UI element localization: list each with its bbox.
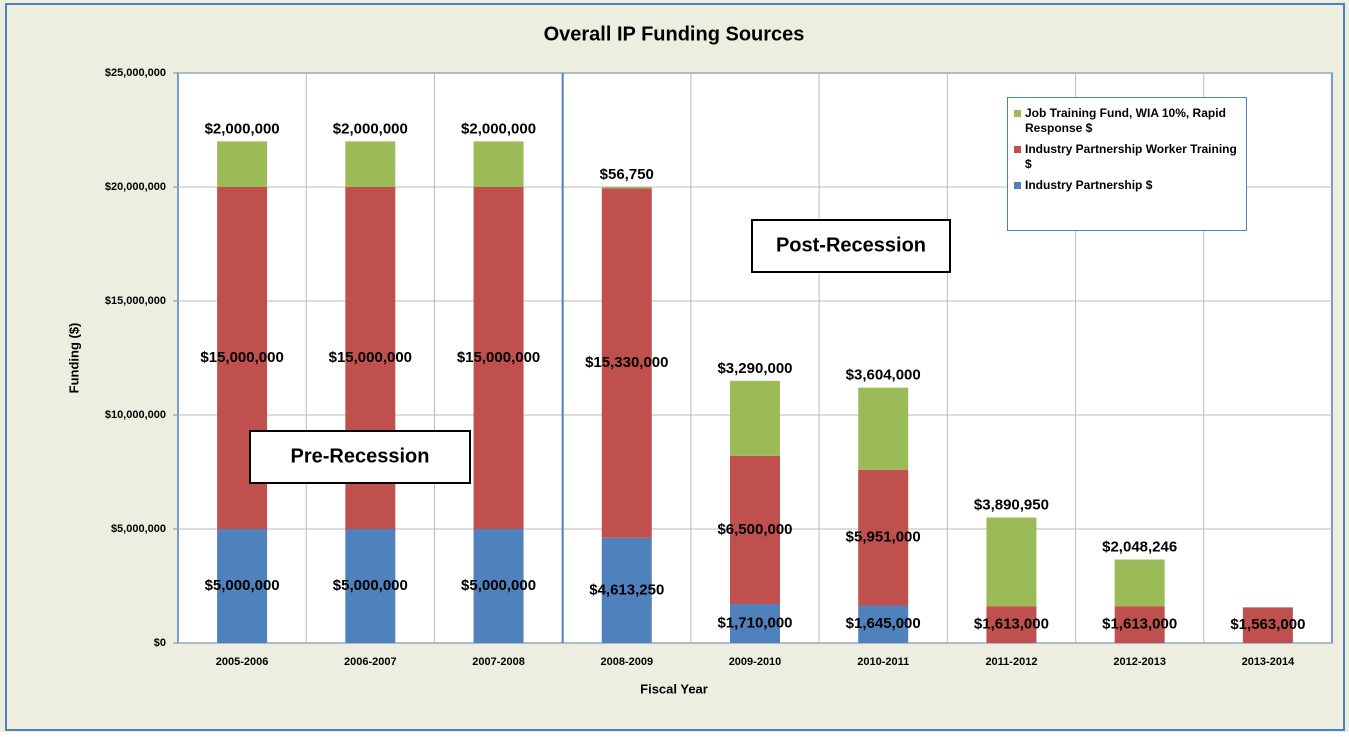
data-label: $1,645,000 — [846, 615, 921, 632]
bar-segment — [217, 141, 268, 187]
data-label: $3,604,000 — [846, 367, 921, 384]
bar-segment — [473, 529, 524, 643]
data-label: $2,048,246 — [1102, 538, 1177, 555]
data-label: $1,613,000 — [1102, 616, 1177, 633]
legend-label: Job Training Fund, WIA 10%, Rapid Respon… — [1025, 106, 1226, 135]
data-label: $15,330,000 — [585, 354, 668, 371]
data-label: $5,000,000 — [205, 577, 280, 594]
data-label: $2,000,000 — [333, 120, 408, 137]
y-tick-label: $15,000,000 — [105, 295, 166, 307]
data-label: $15,000,000 — [200, 349, 283, 366]
data-label: $56,750 — [600, 166, 654, 183]
data-label: $15,000,000 — [329, 349, 412, 366]
bar-segment — [730, 455, 780, 605]
bar-segment — [601, 537, 652, 643]
bar-segment — [601, 188, 652, 538]
bar-segment — [858, 469, 909, 606]
bar-segment — [1114, 606, 1165, 643]
data-label: $6,500,000 — [717, 521, 792, 538]
legend-swatch — [1014, 146, 1021, 153]
x-tick-label: 2008-2009 — [600, 656, 653, 668]
x-tick-label: 2011-2012 — [985, 656, 1037, 668]
data-label: $5,000,000 — [333, 577, 408, 594]
y-tick-label: $20,000,000 — [105, 181, 166, 193]
x-tick-label: 2007-2008 — [472, 656, 525, 668]
data-label: $5,000,000 — [461, 577, 536, 594]
bar-segment — [1114, 559, 1165, 607]
annotation: Post-Recession — [776, 234, 926, 256]
chart-title: Overall IP Funding Sources — [544, 23, 805, 45]
x-tick-label: 2005-2006 — [216, 656, 269, 668]
bar-segment — [858, 387, 909, 470]
bar-segment — [1242, 607, 1293, 643]
data-label: $3,290,000 — [717, 360, 792, 377]
x-axis-label: Fiscal Year — [640, 681, 708, 696]
bar-segment — [345, 529, 396, 643]
y-tick-label: $5,000,000 — [111, 523, 166, 535]
y-tick-label: $0 — [154, 637, 166, 649]
y-tick-label: $25,000,000 — [105, 67, 166, 79]
bar-segment — [345, 141, 396, 187]
y-axis-label: Funding ($) — [66, 323, 81, 394]
data-label: $3,890,950 — [974, 496, 1049, 513]
legend-swatch — [1014, 182, 1021, 189]
data-label: $1,613,000 — [974, 616, 1049, 633]
annotation: Pre-Recession — [291, 445, 430, 467]
y-tick-label: $10,000,000 — [105, 409, 166, 421]
bar-segment — [730, 604, 780, 643]
data-label: $2,000,000 — [461, 120, 536, 137]
legend-swatch — [1014, 110, 1021, 117]
legend-item: Job Training Fund, WIA 10%, Rapid Respon… — [1014, 106, 1240, 136]
bar-segment — [217, 529, 268, 643]
x-tick-label: 2012-2013 — [1113, 656, 1166, 668]
legend-label: Industry Partnership Worker Training $ — [1025, 142, 1237, 171]
data-label: $15,000,000 — [457, 349, 540, 366]
bar-segment — [730, 380, 780, 456]
x-tick-label: 2010-2011 — [857, 656, 909, 668]
legend-item: Industry Partnership Worker Training $ — [1014, 142, 1240, 172]
annotation-box — [249, 430, 471, 484]
legend-label: Industry Partnership $ — [1025, 178, 1153, 192]
annotation-box — [751, 219, 951, 273]
data-label: $1,710,000 — [717, 614, 792, 631]
data-label: $2,000,000 — [205, 120, 280, 137]
data-label: $5,951,000 — [846, 529, 921, 546]
x-tick-label: 2009-2010 — [729, 656, 782, 668]
chart-border — [5, 3, 1345, 731]
bar-segment — [986, 517, 1037, 607]
bar-segment — [858, 605, 909, 643]
bar-segment — [473, 141, 524, 187]
data-label: $4,613,250 — [589, 581, 664, 598]
x-tick-label: 2013-2014 — [1242, 656, 1295, 668]
legend: Job Training Fund, WIA 10%, Rapid Respon… — [1007, 97, 1247, 231]
bar-segment — [601, 187, 652, 189]
bar-segment — [473, 187, 524, 529]
x-tick-label: 2006-2007 — [344, 656, 397, 668]
data-label: $1,563,000 — [1230, 616, 1305, 633]
bar-segment — [986, 606, 1037, 643]
legend-item: Industry Partnership $ — [1014, 178, 1240, 193]
